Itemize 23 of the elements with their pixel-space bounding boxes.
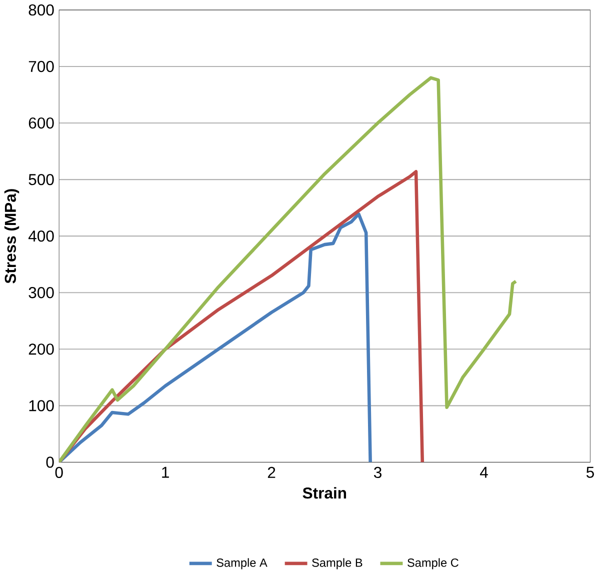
line-series — [59, 170, 424, 462]
legend-label: Sample C — [408, 558, 458, 570]
legend-label: Sample A — [216, 558, 268, 570]
x-tick-label: 5 — [586, 466, 594, 478]
x-axis-title: Strain — [302, 487, 346, 499]
y-tick-label: 300 — [28, 287, 54, 298]
y-tick-label: 400 — [28, 230, 54, 242]
y-axis-title: Stress (MPa) — [4, 189, 20, 284]
x-tick-label: 0 — [55, 466, 63, 478]
x-tick-label: 1 — [162, 466, 169, 478]
x-tick-label: 2 — [268, 466, 276, 478]
y-tick-label: 800 — [28, 4, 54, 16]
x-tick-label: 3 — [374, 466, 382, 478]
y-tick-label: 100 — [29, 400, 54, 412]
line-series — [59, 212, 372, 462]
y-tick-label: 500 — [28, 174, 54, 186]
y-tick-label: 600 — [28, 117, 54, 129]
y-tick-label: 0 — [46, 456, 54, 468]
line-series — [59, 76, 518, 462]
y-tick-label: 700 — [28, 60, 54, 72]
y-tick-label: 200 — [28, 344, 54, 355]
legend-label: Sample B — [312, 558, 362, 570]
x-tick-label: 4 — [480, 466, 488, 478]
